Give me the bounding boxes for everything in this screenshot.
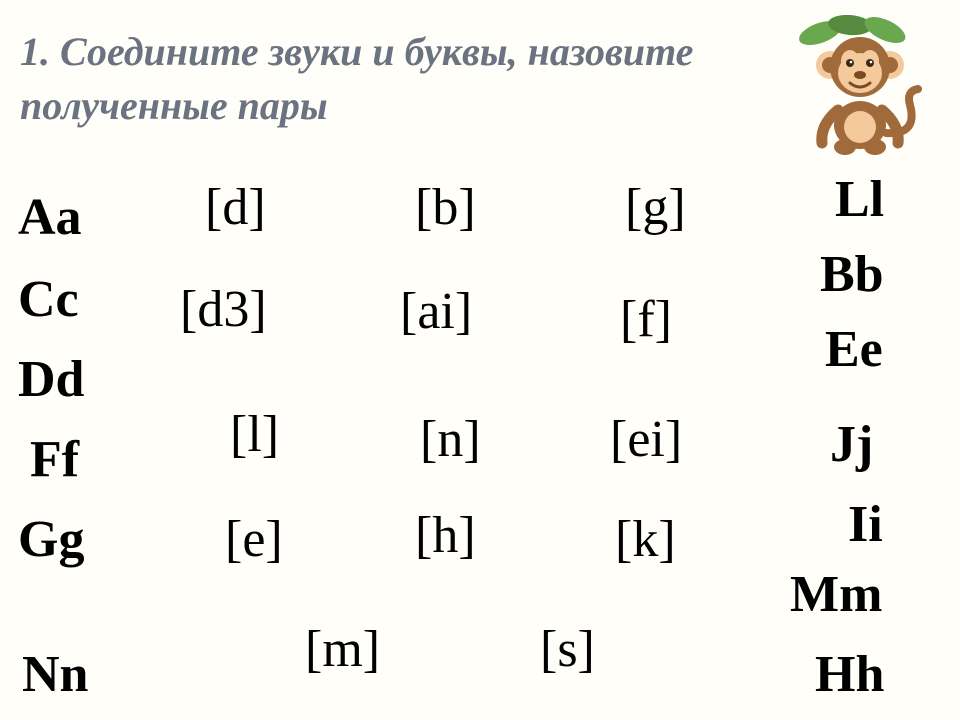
left-letter-5: Nn <box>22 645 88 704</box>
exercise-title: 1. Соедините звуки и буквы, назовите пол… <box>20 25 740 133</box>
right-letter-1: Bb <box>820 245 884 304</box>
left-letter-0: Aa <box>18 188 82 247</box>
sound-0: [d] <box>205 178 266 237</box>
sound-6: [l] <box>230 405 279 464</box>
sound-12: [m] <box>305 620 380 679</box>
right-letter-3: Jj <box>830 415 873 474</box>
sound-13: [s] <box>540 620 595 679</box>
left-letter-1: Cc <box>18 270 79 329</box>
sound-9: [e] <box>225 510 283 569</box>
sound-5: [f] <box>620 290 672 349</box>
sound-3: [d3] <box>180 280 267 339</box>
left-letter-3: Ff <box>30 430 79 489</box>
sound-11: [k] <box>615 510 676 569</box>
sound-2: [g] <box>625 178 686 237</box>
sound-1: [b] <box>415 178 476 237</box>
right-letter-0: Ll <box>835 170 884 229</box>
sound-4: [ai] <box>400 282 472 341</box>
right-letter-4: Ii <box>848 495 883 554</box>
right-letter-6: Hh <box>815 645 884 704</box>
left-letter-4: Gg <box>18 510 84 569</box>
sound-7: [n] <box>420 410 481 469</box>
right-letter-5: Mm <box>790 565 882 624</box>
sound-8: [ei] <box>610 410 682 469</box>
right-letter-2: Ee <box>825 320 883 379</box>
left-letter-2: Dd <box>18 350 84 409</box>
monkey-illustration <box>790 15 930 155</box>
sound-10: [h] <box>415 506 476 565</box>
